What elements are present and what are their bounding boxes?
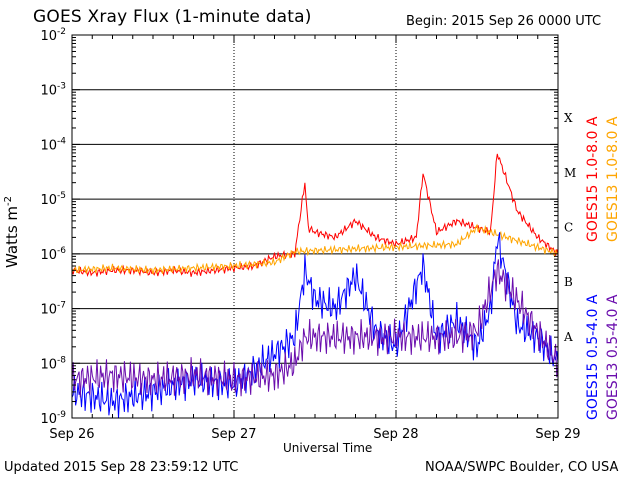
y-tick-label: 10-9 — [40, 410, 66, 427]
x-axis-label: Universal Time — [283, 441, 373, 455]
updated-timestamp: Updated 2015 Sep 28 23:59:12 UTC — [4, 460, 239, 475]
flare-class-label: B — [564, 275, 573, 289]
series-line-0 — [71, 153, 559, 277]
flare-class-label: A — [563, 330, 573, 344]
series-line-1 — [71, 223, 559, 275]
x-tick-label: Sep 27 — [211, 427, 256, 442]
flare-class-label: M — [564, 166, 576, 180]
y-tick-label: 10-7 — [40, 301, 66, 318]
series-line-3 — [71, 259, 559, 398]
credit-line: NOAA/SWPC Boulder, CO USA — [425, 460, 619, 475]
flare-class-label: C — [564, 221, 573, 235]
x-tick-label: Sep 29 — [535, 427, 580, 442]
y-tick-label: 10-3 — [40, 82, 66, 99]
begin-time: Begin: 2015 Sep 26 0000 UTC — [406, 14, 602, 29]
series-line-2 — [71, 232, 559, 419]
x-tick-label: Sep 28 — [373, 427, 418, 442]
y-tick-label: 10-2 — [40, 27, 66, 44]
y-tick-label: 10-6 — [40, 246, 66, 263]
y-tick-label: 10-4 — [40, 136, 66, 153]
y-tick-label: 10-8 — [40, 355, 66, 372]
x-tick-label: Sep 26 — [49, 427, 94, 442]
flare-class-label: X — [564, 111, 573, 125]
y-tick-label: 10-5 — [40, 191, 66, 208]
chart-title: GOES Xray Flux (1-minute data) — [33, 7, 312, 27]
